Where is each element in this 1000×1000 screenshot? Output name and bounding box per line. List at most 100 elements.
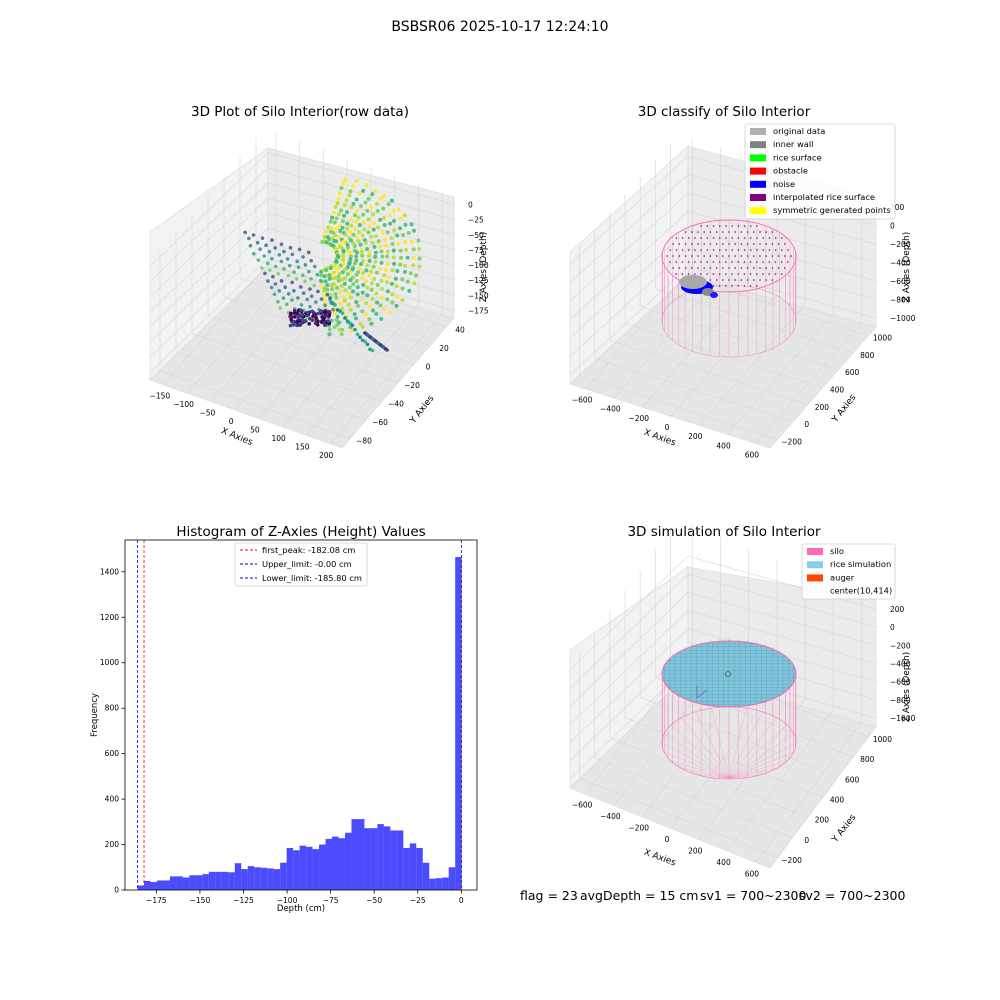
data-point <box>327 310 331 314</box>
data-point <box>358 335 362 340</box>
interpolated-point <box>718 261 721 263</box>
data-point <box>379 260 384 265</box>
data-point <box>378 303 383 308</box>
legend-label: center(10,414) <box>830 586 892 596</box>
data-point <box>391 218 396 223</box>
data-point <box>325 287 330 292</box>
hist-bar <box>435 878 443 890</box>
interpolated-point <box>731 261 733 263</box>
data-point <box>362 220 367 225</box>
data-point <box>248 243 253 248</box>
interpolated-point <box>706 237 709 239</box>
data-point <box>375 208 380 213</box>
y-tick-label: 1000 <box>873 334 892 343</box>
hist-bar <box>286 847 294 890</box>
data-point <box>392 261 397 266</box>
data-point <box>372 244 377 249</box>
hist-ylabel: Frequency <box>90 693 100 737</box>
data-point <box>352 244 357 249</box>
data-point <box>372 277 377 282</box>
data-point <box>327 276 332 281</box>
y-tick-label: −200 <box>781 856 802 865</box>
interpolated-point <box>731 285 733 287</box>
data-point <box>264 243 268 248</box>
legend-swatch <box>750 180 766 188</box>
data-point <box>297 247 302 252</box>
interpolated-point <box>762 261 764 263</box>
interpolated-point <box>709 255 712 257</box>
data-point <box>308 316 312 321</box>
data-point <box>380 230 385 235</box>
data-point <box>386 275 391 280</box>
data-point <box>310 309 315 314</box>
data-point <box>379 295 384 300</box>
interpolated-point <box>675 249 678 251</box>
y-tick-label: −80 <box>356 437 372 446</box>
data-point <box>307 269 311 274</box>
hist-legend-frame <box>234 542 368 587</box>
hist-ytick-label: 600 <box>105 749 120 758</box>
data-point <box>347 261 352 266</box>
panel4-center-marker <box>725 671 731 677</box>
data-point <box>308 287 312 291</box>
data-point <box>382 223 387 228</box>
z-tick-label: −175 <box>468 306 489 315</box>
legend-label: inner wall <box>773 139 813 149</box>
interpolated-point <box>743 285 746 287</box>
data-point <box>391 248 396 253</box>
data-point <box>361 212 366 217</box>
data-point <box>332 325 337 329</box>
data-point <box>334 226 339 231</box>
panel4-title: 3D simulation of Silo Interior <box>627 524 821 540</box>
hist-bar <box>370 828 378 890</box>
panel4-legend: silo rice simulation auger center(10,414) <box>801 543 896 600</box>
interpolated-point <box>731 249 733 251</box>
data-point <box>306 250 311 255</box>
interpolated-point <box>759 279 761 281</box>
hist-xtick-label: −100 <box>277 896 298 905</box>
data-point <box>366 217 371 222</box>
hist-bar <box>383 826 391 890</box>
interpolated-point <box>669 249 671 251</box>
interpolated-point <box>734 279 736 281</box>
data-point <box>380 254 385 259</box>
data-point <box>364 268 369 273</box>
hist-xtick-label: −75 <box>323 896 339 905</box>
legend-label: auger <box>830 572 855 582</box>
interpolated-point <box>762 249 764 251</box>
data-point <box>322 294 327 299</box>
data-point <box>394 303 399 308</box>
data-point <box>403 269 408 274</box>
interpolated-point <box>703 231 705 233</box>
data-point <box>403 263 408 268</box>
y-tick-label: 200 <box>815 403 830 412</box>
panel2-silo-top-rim <box>661 219 797 293</box>
panel4-xlabel: X Axies <box>642 848 677 869</box>
data-point <box>400 277 405 282</box>
data-point <box>327 332 332 337</box>
z-tick-label: −125 <box>468 276 489 285</box>
interpolated-point <box>753 243 755 245</box>
data-point <box>393 276 398 281</box>
hist-bar <box>169 876 177 890</box>
data-point <box>390 268 395 273</box>
data-point <box>354 272 359 277</box>
y-tick-label: −60 <box>372 418 388 427</box>
x-tick-label: −600 <box>572 396 593 405</box>
hist-bar <box>241 869 248 890</box>
hist-xtick-label: −25 <box>410 896 426 905</box>
data-point <box>352 312 357 317</box>
data-point <box>348 278 353 283</box>
interpolated-point <box>678 255 681 257</box>
data-point <box>345 210 350 215</box>
interpolated-point <box>725 273 727 275</box>
data-point <box>327 313 332 318</box>
data-point <box>346 302 351 307</box>
panel1-zlabel: Z Axies (Depth) <box>479 232 489 303</box>
data-point <box>342 298 347 303</box>
data-point <box>357 266 362 271</box>
interpolated-point <box>768 237 771 239</box>
data-point <box>326 225 331 230</box>
data-point <box>319 297 324 301</box>
interpolated-point <box>734 231 736 233</box>
